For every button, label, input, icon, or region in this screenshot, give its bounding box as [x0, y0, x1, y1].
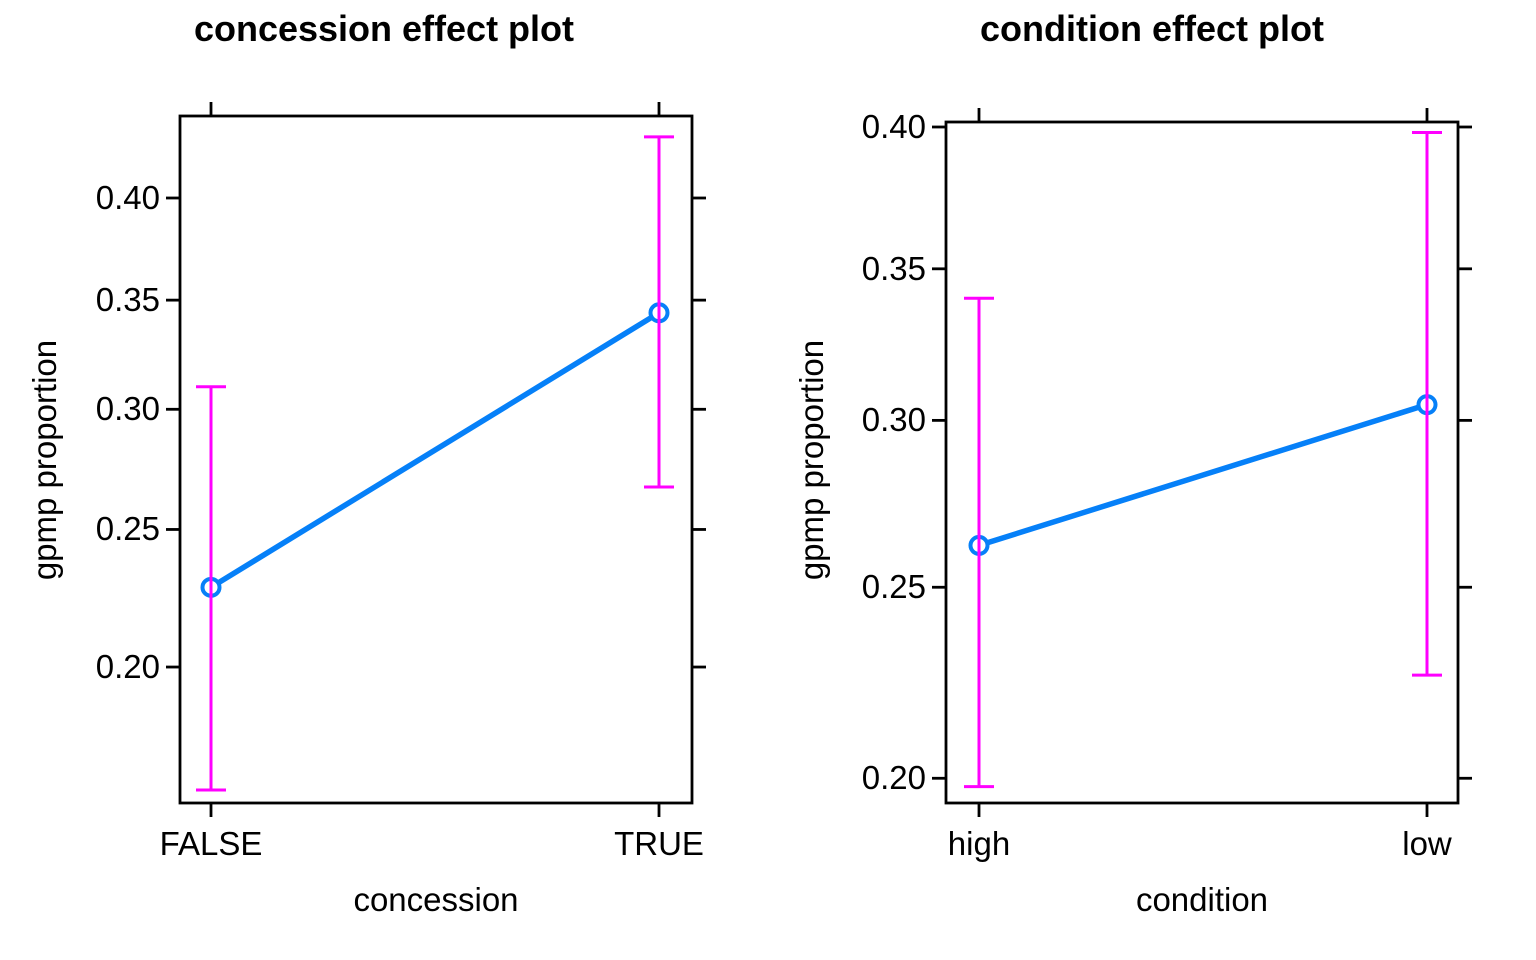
left-y-tick-label: 0.40	[95, 179, 160, 216]
left-x-tick-label: TRUE	[614, 825, 704, 862]
right-x-tick-label: high	[947, 825, 1011, 862]
left-y-tick-label: 0.35	[95, 281, 160, 319]
right-y-tick-label: 0.30	[861, 401, 926, 439]
left-y-tick-label: 0.30	[95, 390, 160, 428]
left-x-axis-title: concession	[353, 881, 519, 918]
right-x-axis-title: condition	[1135, 881, 1269, 918]
right-y-tick-label: 0.20	[861, 759, 926, 797]
left-fit-line	[208, 310, 662, 591]
right-x-tick-label: low	[1402, 825, 1452, 862]
right-fit-line	[976, 401, 1430, 549]
right-chart-title: condition effect plot	[980, 8, 1324, 49]
left-x-tick-label: FALSE	[159, 825, 263, 862]
right-plot-box	[944, 120, 1460, 805]
left-plot-box	[178, 114, 694, 805]
left-y-tick-label: 0.25	[95, 510, 160, 548]
right-y-tick-label: 0.35	[861, 249, 926, 287]
left-y-tick-label: 0.20	[95, 648, 160, 686]
left-chart-title: concession effect plot	[193, 8, 575, 49]
right-y-tick-label: 0.40	[861, 108, 926, 145]
right-y-tick-label: 0.25	[861, 568, 926, 606]
